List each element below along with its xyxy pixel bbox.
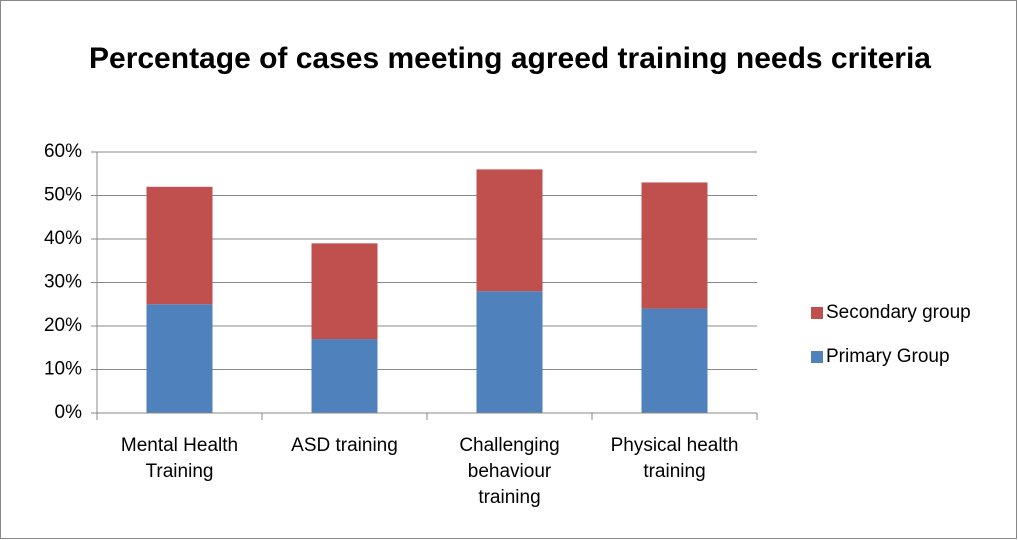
y-tick-label: 60% <box>44 141 82 162</box>
bar-segment <box>311 339 378 413</box>
y-tick-label: 50% <box>44 185 82 206</box>
bar-segment <box>311 243 378 340</box>
y-tick-label: 30% <box>44 272 82 293</box>
bar-segment <box>476 169 543 292</box>
x-tick-label: Challenging behaviour training <box>459 435 560 508</box>
legend-label: Primary Group <box>826 346 950 367</box>
legend-swatch <box>811 351 823 363</box>
bar-segment <box>476 291 543 413</box>
y-tick-label: 0% <box>55 402 83 423</box>
x-tick-label: ASD training <box>291 435 398 456</box>
y-tick-label: 20% <box>44 315 82 336</box>
x-tick-label: Mental Health Training <box>120 435 239 482</box>
y-tick-label: 10% <box>44 359 82 380</box>
y-tick-label: 40% <box>44 228 82 249</box>
bar-segment <box>641 182 708 309</box>
bar-segment <box>146 304 213 413</box>
x-tick-label: Physical health training <box>610 435 739 482</box>
bar-segment <box>641 308 708 413</box>
bar-segment <box>146 186 213 305</box>
legend-swatch <box>811 307 823 319</box>
legend-label: Secondary group <box>826 302 971 323</box>
chart-title: Percentage of cases meeting agreed train… <box>89 42 931 75</box>
